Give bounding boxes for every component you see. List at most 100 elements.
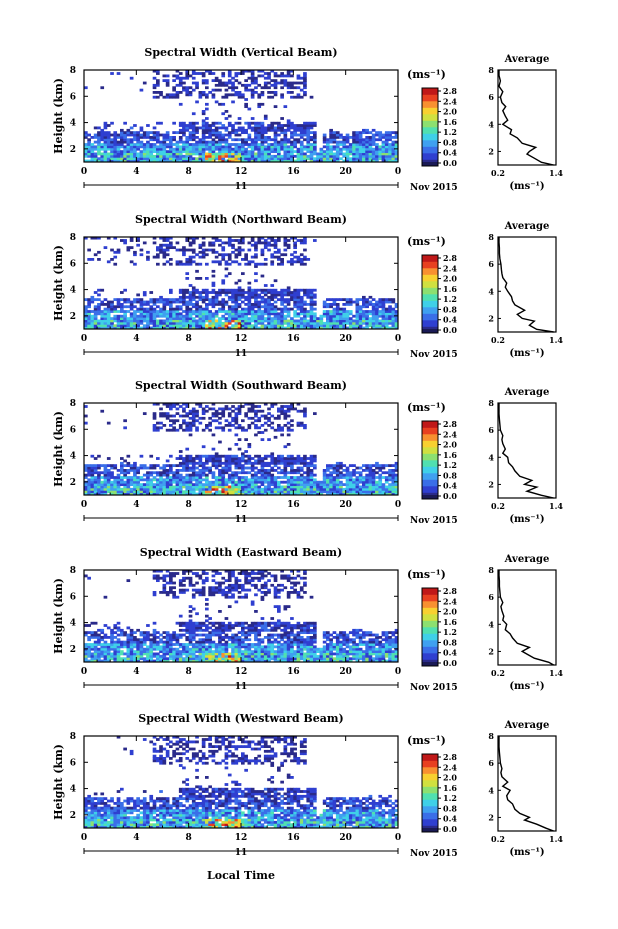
heatmap-cell <box>257 121 262 125</box>
heatmap-cell <box>293 250 297 254</box>
heatmap-cell <box>175 457 180 460</box>
heatmap-cell <box>165 487 170 491</box>
heatmap-cell <box>299 88 304 92</box>
heatmap-cell <box>309 126 314 130</box>
heatmap-cell <box>136 645 140 649</box>
heatmap-cell <box>237 424 242 427</box>
heatmap-cell <box>93 236 98 240</box>
heatmap-cell <box>165 476 170 479</box>
heatmap-cell <box>195 147 199 151</box>
heatmap-cell <box>116 303 121 306</box>
heatmap-cell <box>165 310 170 313</box>
heatmap-cell <box>306 293 311 297</box>
heatmap-cell <box>388 154 392 158</box>
heatmap-cell <box>227 93 232 97</box>
heatmap-cell <box>201 483 206 487</box>
avg-x-label: (ms⁻¹) <box>509 514 544 525</box>
heatmap-cell <box>299 303 304 306</box>
heatmap-cell <box>322 473 327 477</box>
heatmap-cell <box>296 295 301 299</box>
heatmap-cell <box>345 159 350 163</box>
heatmap-cell <box>293 478 297 482</box>
heatmap-cell <box>172 317 176 321</box>
heatmap-cell <box>290 319 294 323</box>
heatmap-cell <box>188 426 193 430</box>
heatmap-cell <box>136 300 140 304</box>
heatmap-cell <box>257 321 262 325</box>
heatmap-cell <box>175 312 180 316</box>
heatmap-cell <box>182 324 186 328</box>
heatmap-cell <box>306 133 311 137</box>
heatmap-cell <box>280 485 284 489</box>
heatmap-cell <box>290 419 294 423</box>
heatmap-cell <box>120 650 124 654</box>
heatmap-cell <box>388 152 392 156</box>
heatmap-cell <box>277 126 281 130</box>
heatmap-cell <box>260 152 265 156</box>
heatmap-cell <box>241 314 245 318</box>
heatmap-cell <box>129 319 134 323</box>
heatmap-cell <box>306 476 311 479</box>
heatmap-cell <box>345 478 350 482</box>
heatmap-cell <box>260 93 265 97</box>
heatmap-cell <box>93 485 98 489</box>
heatmap-cell <box>342 145 347 149</box>
heatmap-cell <box>381 483 386 487</box>
heatmap-cell <box>142 314 147 318</box>
heatmap-cell <box>244 255 248 259</box>
heatmap-cell <box>172 473 176 477</box>
heatmap-cell <box>309 461 314 465</box>
heatmap-cell <box>231 124 235 127</box>
heatmap-cell <box>309 131 314 135</box>
heatmap-cell <box>169 407 173 411</box>
heatmap-cell <box>172 159 176 163</box>
heatmap-cell <box>152 326 157 330</box>
heatmap-cell <box>224 490 229 494</box>
heatmap-cell <box>244 295 248 299</box>
heatmap-cell <box>110 317 114 321</box>
heatmap-cell <box>254 131 258 135</box>
heatmap-cell <box>126 150 131 154</box>
heatmap-cell <box>113 326 118 330</box>
heatmap-cell <box>296 324 301 328</box>
heatmap-cell <box>191 239 196 242</box>
heatmap-cell <box>139 654 144 658</box>
heatmap-cell <box>257 150 262 154</box>
heatmap-cell <box>97 628 101 632</box>
heatmap-cell <box>156 69 160 73</box>
heatmap-cell <box>322 476 327 479</box>
heatmap-cell <box>244 326 248 330</box>
heatmap-cell <box>309 300 314 304</box>
heatmap-cell <box>159 140 163 144</box>
heatmap-cell <box>293 291 297 294</box>
heatmap-cell <box>375 131 379 135</box>
heatmap-cell <box>394 476 399 479</box>
heatmap-cell <box>188 260 193 264</box>
heatmap-cell <box>375 464 379 468</box>
heatmap-cell <box>162 250 167 254</box>
heatmap-cell <box>365 466 369 470</box>
heatmap-cell <box>211 128 216 132</box>
heatmap-cell <box>100 638 105 642</box>
heatmap-cell <box>191 236 196 240</box>
heatmap-cell <box>352 473 356 477</box>
heatmap-cell <box>152 487 157 491</box>
heatmap-cell <box>129 480 134 484</box>
heatmap-cell <box>142 303 147 306</box>
heatmap-cell <box>250 79 255 83</box>
heatmap-cell <box>169 319 173 323</box>
heatmap-cell <box>84 633 88 637</box>
heatmap-cell <box>394 487 399 491</box>
heatmap-cell <box>224 492 229 496</box>
heatmap-cell <box>191 469 196 472</box>
heatmap-cell <box>156 83 160 87</box>
heatmap-cell <box>250 236 255 240</box>
heatmap-cell <box>283 157 288 161</box>
heatmap-cell <box>182 480 186 484</box>
heatmap-cell <box>185 464 190 468</box>
heatmap-cell <box>103 159 108 163</box>
heatmap-cell <box>100 145 105 149</box>
colorbar-tick-label: 1.2 <box>443 127 457 137</box>
heatmap-cell <box>175 298 180 302</box>
heatmap-cell <box>188 145 193 149</box>
